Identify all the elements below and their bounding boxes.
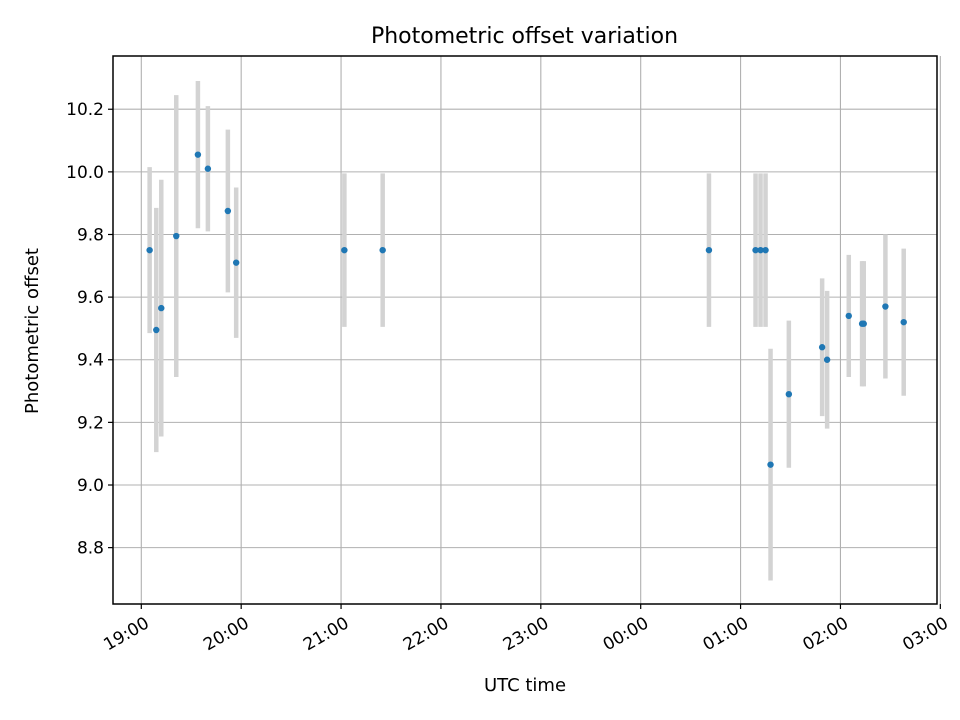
- x-tick-label: 20:00: [200, 613, 252, 655]
- data-point: [204, 165, 212, 172]
- y-tick-label: 10.0: [66, 163, 104, 183]
- data-point: [146, 246, 153, 254]
- data-point: [153, 326, 160, 334]
- data-points: [146, 151, 907, 468]
- y-axis-label: Photometric offset: [22, 248, 43, 414]
- x-tick-label: 03:00: [899, 613, 951, 655]
- x-tick-label: 01:00: [700, 613, 752, 655]
- y-tick-label: 10.2: [66, 100, 104, 120]
- error-bars: [147, 81, 906, 581]
- x-axis-label: UTC time: [484, 675, 566, 696]
- data-point: [232, 259, 240, 266]
- data-point: [194, 151, 202, 158]
- x-tick-label: 21:00: [300, 613, 352, 655]
- x-tick-label: 00:00: [600, 613, 652, 655]
- x-tick-label: 19:00: [100, 613, 152, 655]
- y-tick-label: 9.4: [77, 351, 104, 371]
- y-axis-ticks: 8.8 9.0 9.2 9.4 9.6 9.8 10.0 10.2: [66, 100, 113, 559]
- y-tick-label: 9.2: [77, 413, 104, 433]
- data-point: [752, 246, 759, 254]
- y-tick-label: 9.6: [77, 288, 104, 308]
- data-point: [762, 246, 769, 254]
- data-point: [860, 320, 867, 327]
- y-tick-label: 8.8: [77, 539, 104, 559]
- data-point: [845, 312, 852, 320]
- data-point: [757, 246, 764, 254]
- data-point: [341, 246, 348, 254]
- y-tick-label: 9.8: [77, 225, 104, 245]
- y-tick-label: 9.0: [77, 476, 104, 496]
- data-point: [785, 390, 793, 398]
- data-point: [882, 303, 889, 310]
- data-point: [767, 461, 774, 468]
- x-tick-label: 23:00: [500, 613, 552, 655]
- data-point: [379, 246, 386, 254]
- data-point: [823, 356, 831, 363]
- plot-frame: [112, 55, 938, 605]
- data-point: [173, 232, 180, 240]
- data-point: [158, 304, 165, 312]
- grid: [113, 56, 941, 604]
- x-tick-label: 02:00: [800, 613, 852, 655]
- data-point: [705, 246, 713, 254]
- x-axis-ticks: 19:00 20:00 21:00 22:00 23:00 00:00 01:00 02:00…: [100, 604, 952, 655]
- data-point: [818, 344, 826, 351]
- chart-title: Photometric offset variation: [371, 24, 678, 49]
- data-point: [900, 318, 907, 326]
- data-point: [224, 207, 232, 215]
- x-tick-label: 22:00: [400, 613, 452, 655]
